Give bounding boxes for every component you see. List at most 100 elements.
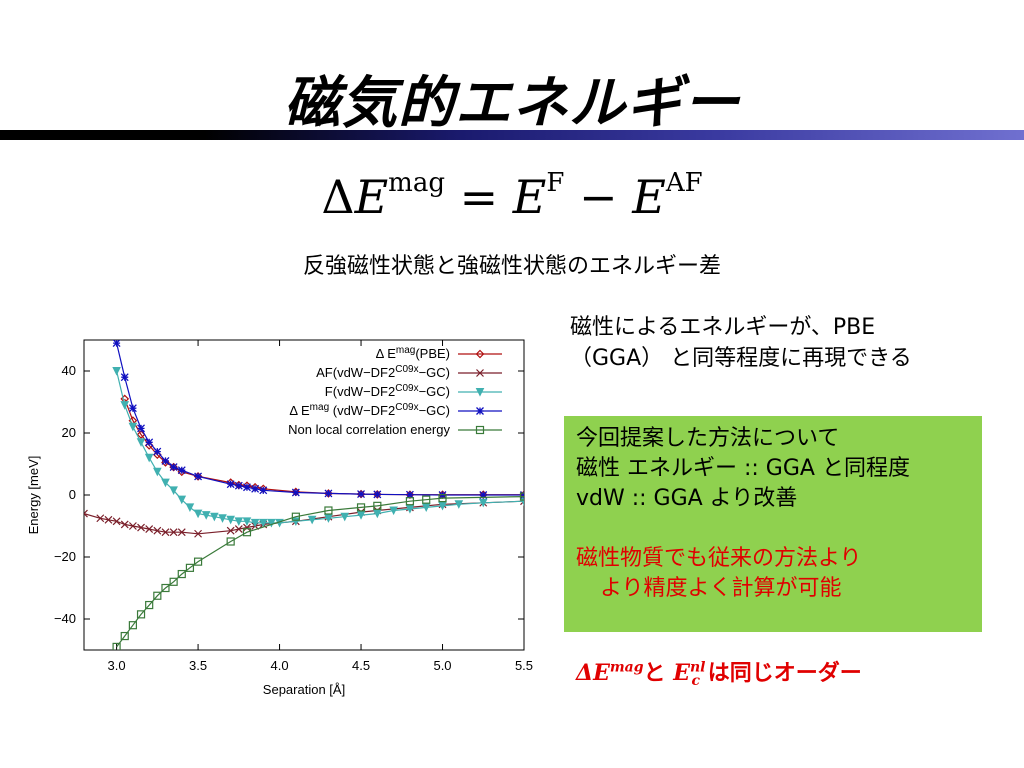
data-point-nonlocal xyxy=(438,494,447,503)
formula-sup-mag: mag xyxy=(388,168,445,198)
formula-sup-f: F xyxy=(546,168,565,198)
data-point-f xyxy=(169,486,178,495)
data-point-dmag xyxy=(243,483,251,492)
data-point-f xyxy=(112,367,121,376)
x-tick-label: 3.0 xyxy=(108,658,126,673)
data-point-f xyxy=(136,438,146,447)
formula-delta: Δ xyxy=(321,170,355,224)
data-point-af xyxy=(84,509,88,518)
data-point-nonlocal xyxy=(405,497,415,506)
data-point-dmag xyxy=(405,490,414,499)
data-point-af xyxy=(112,517,121,526)
formula-e-af: E xyxy=(632,170,666,224)
slide-title: 磁気的エネルギー xyxy=(284,71,740,136)
data-point-af xyxy=(234,525,243,534)
summary-line2: 磁性 エネルギー :: GGA と同程度 xyxy=(576,456,910,481)
data-point-dmag xyxy=(137,424,145,433)
note-sub-c: c xyxy=(691,673,701,690)
note-to: と xyxy=(643,661,666,686)
title-underline xyxy=(0,130,1024,140)
data-point-dmag xyxy=(169,463,178,472)
data-point-f xyxy=(177,495,187,505)
data-point-dmag xyxy=(177,466,186,475)
data-point-dmag xyxy=(324,489,333,498)
data-point-f xyxy=(438,501,447,511)
legend-marker-af xyxy=(476,369,484,377)
data-point-af xyxy=(104,515,113,524)
note-e: E xyxy=(673,660,690,686)
legend-sup: mag xyxy=(396,345,415,356)
legend-marker-pbe xyxy=(475,349,485,359)
data-point-f xyxy=(153,467,162,477)
data-point-af xyxy=(120,520,129,529)
summary-line5: より精度よく計算が可能 xyxy=(600,576,842,601)
y-tick-label: 0 xyxy=(69,487,76,502)
side-text: 磁性によるエネルギーが、PBE （GGA） と同等程度に再現できる xyxy=(570,312,990,374)
legend-label-pbe: Δ Emag(PBE) xyxy=(376,345,450,361)
data-point-nonlocal xyxy=(356,503,366,512)
series-f xyxy=(112,367,524,528)
data-point-nonlocal xyxy=(193,557,203,566)
y-tick-label: −20 xyxy=(54,549,76,564)
y-tick-label: 40 xyxy=(62,363,76,378)
legend-text: (vdW−DF2 xyxy=(329,403,395,418)
legend-sup: mag xyxy=(310,402,329,413)
side-text-line2: （GGA） と同等程度に再現できる xyxy=(570,346,912,371)
data-point-dmag xyxy=(161,456,170,465)
data-point-f xyxy=(324,514,333,523)
data-point-af xyxy=(145,525,154,534)
formula-minus: − xyxy=(579,170,618,224)
summary-box: 今回提案した方法について 磁性 エネルギー :: GGA と同程度 vdW ::… xyxy=(564,416,982,632)
legend-text: AF(vdW−DF2 xyxy=(316,365,395,380)
data-point-f xyxy=(405,504,415,514)
x-tick-label: 3.5 xyxy=(189,658,207,673)
data-point-nonlocal xyxy=(422,495,431,504)
data-point-af xyxy=(161,528,170,537)
data-point-f xyxy=(356,511,366,520)
data-point-f xyxy=(120,401,130,410)
data-point-dmag xyxy=(357,490,365,499)
data-point-af xyxy=(226,526,235,535)
data-point-dmag xyxy=(128,404,137,413)
data-point-nonlocal xyxy=(120,631,129,641)
side-text-line1: 磁性によるエネルギーが、PBE xyxy=(570,315,876,340)
y-tick-label: −40 xyxy=(54,611,76,626)
data-point-f xyxy=(373,509,382,519)
data-point-f xyxy=(128,422,138,432)
summary-line4: 磁性物質でも従来の方法より xyxy=(576,546,862,571)
legend-sup: C09x xyxy=(395,383,418,394)
series-line-f xyxy=(116,370,524,524)
data-point-f xyxy=(218,514,227,523)
data-point-nonlocal xyxy=(185,563,195,572)
data-point-dmag xyxy=(194,472,203,481)
data-point-f xyxy=(193,509,203,519)
series-nonlocal xyxy=(112,492,524,650)
x-tick-label: 4.0 xyxy=(271,658,289,673)
data-point-nonlocal xyxy=(373,501,382,510)
data-point-af xyxy=(177,528,186,537)
data-point-nonlocal xyxy=(177,569,186,579)
data-point-af xyxy=(243,523,251,532)
data-point-dmag xyxy=(291,488,300,497)
energy-chart: 3.0 3.5 4.0 4.5 5.0 5.5 40 20 0 −20 −40 Separation … xyxy=(26,339,533,697)
legend-label-dmag: Δ Emag (vdW−DF2C09x−GC) xyxy=(289,402,450,418)
data-point-f xyxy=(478,498,488,508)
data-point-f xyxy=(210,512,219,522)
data-point-nonlocal xyxy=(169,577,178,586)
legend-text: Δ E xyxy=(289,403,310,418)
data-point-af xyxy=(128,522,137,530)
legend-text: −GC) xyxy=(419,365,450,380)
data-point-af xyxy=(169,528,178,537)
data-point-f xyxy=(421,503,431,513)
data-point-dmag xyxy=(259,486,268,495)
data-point-f xyxy=(389,506,398,516)
data-point-nonlocal xyxy=(112,642,121,650)
data-point-f xyxy=(201,511,211,520)
note-delta-e: ΔE xyxy=(576,660,610,686)
legend-text: F(vdW−DF2 xyxy=(325,384,395,399)
legend-text: (PBE) xyxy=(415,346,450,361)
data-point-f xyxy=(454,500,464,509)
legend-sup: C09x xyxy=(395,402,418,413)
data-point-af xyxy=(194,529,202,538)
data-point-af xyxy=(153,526,162,535)
